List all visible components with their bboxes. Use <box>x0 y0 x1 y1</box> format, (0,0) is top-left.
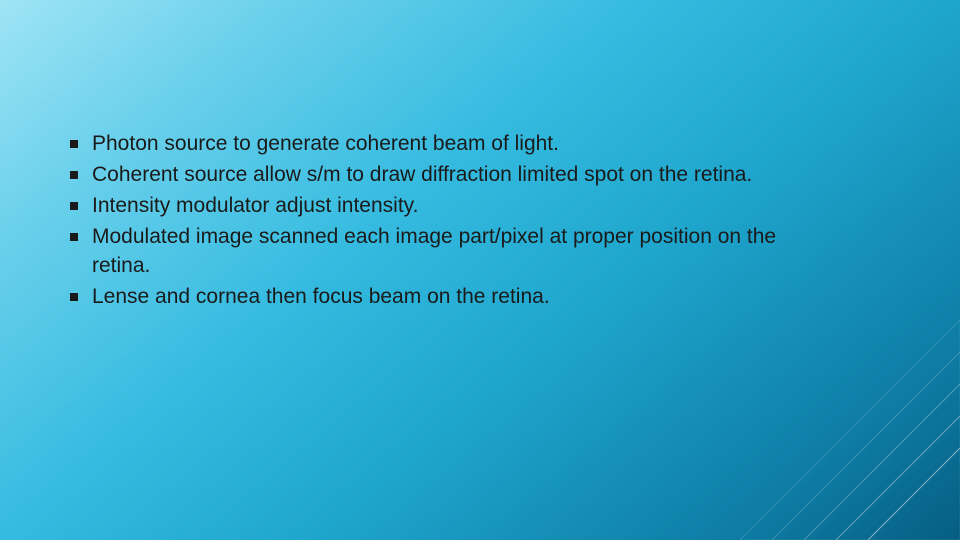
corner-decoration-icon <box>700 280 960 540</box>
bullet-text: Photon source to generate coherent beam … <box>92 132 559 155</box>
presentation-slide: Photon source to generate coherent beam … <box>0 0 960 540</box>
bullet-text: Modulated image scanned each image part/… <box>92 225 776 277</box>
list-item: Intensity modulator adjust intensity. <box>70 192 830 221</box>
slide-content: Photon source to generate coherent beam … <box>70 130 830 314</box>
bullet-text: Coherent source allow s/m to draw diffra… <box>92 163 752 186</box>
list-item: Lense and cornea then focus beam on the … <box>70 283 830 312</box>
list-item: Photon source to generate coherent beam … <box>70 130 830 159</box>
bullet-list: Photon source to generate coherent beam … <box>70 130 830 312</box>
bullet-text: Intensity modulator adjust intensity. <box>92 194 418 217</box>
bullet-text: Lense and cornea then focus beam on the … <box>92 285 550 308</box>
list-item: Coherent source allow s/m to draw diffra… <box>70 161 830 190</box>
list-item: Modulated image scanned each image part/… <box>70 223 830 281</box>
